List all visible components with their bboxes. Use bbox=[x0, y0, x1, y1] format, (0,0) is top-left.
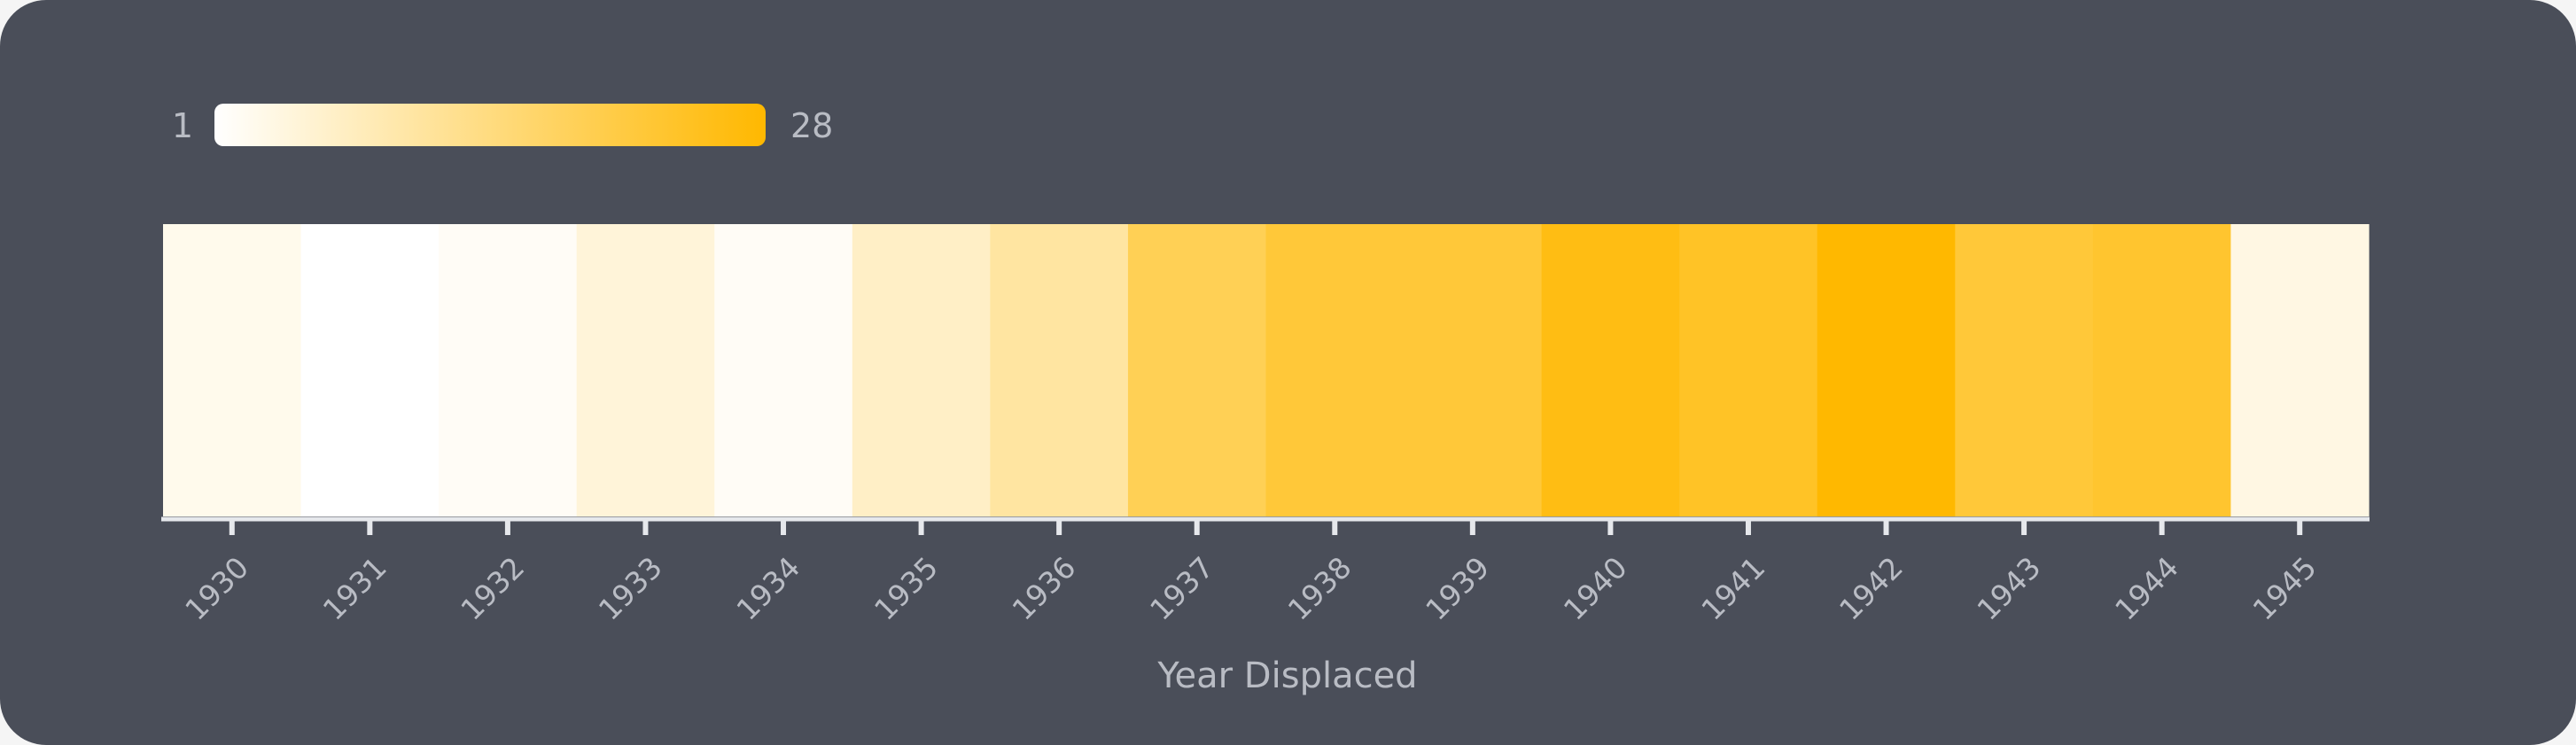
x-tick-label-1941: 1941 bbox=[1694, 550, 1771, 627]
x-axis-tick-labels: 1930 1931 1932 1933 1934 1935 1936 1937 1938 1939… bbox=[178, 550, 2323, 627]
heatmap-cell-1937 bbox=[1127, 224, 1267, 516]
heatmap-cell-1945 bbox=[2230, 224, 2370, 516]
heatmap-cell-1939 bbox=[1404, 224, 1543, 516]
legend-max-label: 28 bbox=[790, 106, 833, 145]
x-axis-title: Year Displaced bbox=[1156, 656, 1417, 696]
x-tick-label-1942: 1942 bbox=[1833, 550, 1910, 627]
legend-min-label: 1 bbox=[172, 106, 193, 145]
x-tick-label-1945: 1945 bbox=[2246, 550, 2323, 627]
x-tick-label-1932: 1932 bbox=[454, 550, 531, 627]
heatmap-cell-1943 bbox=[1955, 224, 2094, 516]
x-tick-label-1937: 1937 bbox=[1143, 550, 1220, 627]
heatmap-cell-1942 bbox=[1817, 224, 1956, 516]
x-tick-label-1931: 1931 bbox=[316, 550, 393, 627]
heatmap-cell-1941 bbox=[1679, 224, 1818, 516]
heatmap-cell-1934 bbox=[714, 224, 853, 516]
heatmap-cell-1932 bbox=[439, 224, 578, 516]
x-tick-label-1936: 1936 bbox=[1006, 550, 1083, 627]
legend-gradient-bar bbox=[214, 104, 766, 146]
heatmap-cell-1936 bbox=[990, 224, 1129, 516]
heatmap-cell-1930 bbox=[163, 224, 302, 516]
x-tick-label-1940: 1940 bbox=[1557, 550, 1634, 627]
heatmap-cell-1944 bbox=[2092, 224, 2232, 516]
color-legend: 1 28 bbox=[172, 104, 833, 146]
x-tick-label-1939: 1939 bbox=[1419, 550, 1496, 627]
x-tick-label-1935: 1935 bbox=[868, 550, 945, 627]
x-axis: 1930 1931 1932 1933 1934 1935 1936 1937 1938 1939… bbox=[161, 516, 2370, 627]
x-tick-label-1933: 1933 bbox=[592, 550, 669, 627]
heatmap-cell-1938 bbox=[1265, 224, 1405, 516]
heatmap-cell-1935 bbox=[852, 224, 991, 516]
x-axis-ticks bbox=[229, 519, 2303, 535]
heatmap-cells bbox=[163, 224, 2370, 516]
x-tick-label-1938: 1938 bbox=[1281, 550, 1358, 627]
x-tick-label-1930: 1930 bbox=[178, 550, 255, 627]
x-tick-label-1944: 1944 bbox=[2108, 550, 2185, 627]
heatmap-cell-1940 bbox=[1541, 224, 1680, 516]
heatmap-cell-1931 bbox=[300, 224, 440, 516]
x-tick-label-1943: 1943 bbox=[1971, 550, 2048, 627]
x-tick-label-1934: 1934 bbox=[729, 550, 806, 627]
heatmap-cell-1933 bbox=[576, 224, 715, 516]
